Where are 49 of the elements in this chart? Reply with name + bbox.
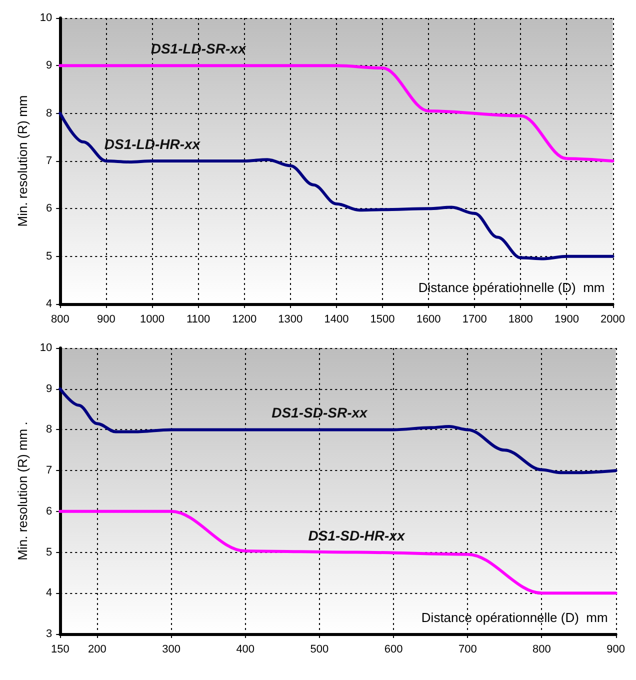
y-axis-title: Min. resolution (R) mm <box>15 95 30 227</box>
y-tick-label: 4 <box>46 298 52 310</box>
x-axis-title: Distance opérationnelle (D) mm <box>418 280 605 295</box>
x-tick-label: 800 <box>50 314 70 326</box>
series-label: DS1-SD-HR-xx <box>308 527 406 544</box>
x-tick-label: 1000 <box>140 314 164 326</box>
line-series <box>58 387 618 474</box>
x-tick-label: 150 <box>50 644 70 656</box>
y-tick-label: 3 <box>46 628 52 640</box>
x-tick-label: 1700 <box>462 314 487 326</box>
line-series <box>58 64 614 162</box>
y-tick-label: 8 <box>46 107 52 120</box>
x-tick-label: 1400 <box>324 314 349 326</box>
y-axis-title: Min. resolution (R) mm . <box>15 422 30 560</box>
y-tick-label: 9 <box>46 60 52 72</box>
y-tick-label: 6 <box>46 505 52 518</box>
x-tick-label: 900 <box>97 314 116 326</box>
series-label: DS1-LD-HR-xx <box>104 136 202 152</box>
y-tick-label: 6 <box>46 202 52 215</box>
x-tick-label: 1300 <box>278 314 303 326</box>
x-tick-label: 900 <box>606 644 626 656</box>
x-tick-label: 1900 <box>554 314 579 326</box>
y-tick-label: 8 <box>46 424 52 436</box>
y-tick-label: 10 <box>40 12 52 24</box>
line-series <box>58 510 618 595</box>
x-tick-label: 1200 <box>232 314 257 326</box>
x-tick-label: 400 <box>236 644 255 656</box>
x-tick-label: 1100 <box>186 314 210 326</box>
x-tick-label: 1800 <box>508 314 533 326</box>
x-tick-label: 200 <box>88 644 106 656</box>
y-tick-label: 9 <box>46 382 52 395</box>
x-tick-label: 500 <box>310 644 329 656</box>
x-tick-label: 700 <box>458 644 477 656</box>
y-tick-label: 5 <box>46 250 52 262</box>
x-tick-label: 2000 <box>600 314 626 326</box>
y-tick-label: 10 <box>40 342 52 354</box>
series-label: DS1-LD-SR-xx <box>150 40 247 57</box>
series-label: DS1-SD-SR-xx <box>272 404 369 421</box>
x-tick-label: 300 <box>162 644 180 656</box>
line-series <box>58 112 614 260</box>
x-tick-label: 800 <box>532 644 551 656</box>
x-tick-label: 600 <box>384 644 403 656</box>
y-tick-label: 7 <box>46 155 52 167</box>
y-tick-label: 4 <box>46 587 52 600</box>
x-axis-title: Distance opérationnelle (D) mm <box>421 610 608 625</box>
x-tick-label: 1600 <box>416 314 441 326</box>
y-tick-label: 5 <box>46 546 52 558</box>
y-tick-label: 7 <box>46 464 52 477</box>
x-tick-label: 1500 <box>370 314 395 326</box>
